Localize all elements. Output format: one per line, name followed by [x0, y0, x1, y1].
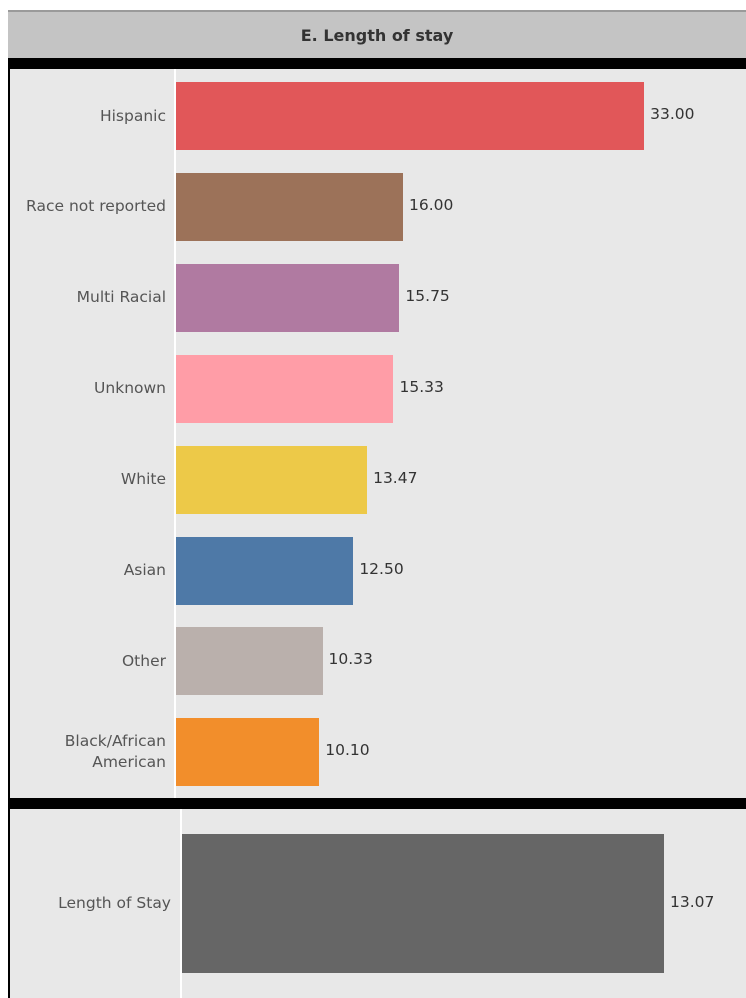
bar	[176, 627, 323, 696]
category-label: Black/African American	[64, 732, 166, 772]
bar	[176, 82, 645, 150]
value-label: 16.00	[408, 195, 454, 214]
category-label: Multi Racial	[76, 288, 166, 307]
bar	[176, 172, 403, 241]
value-label: 10.10	[325, 741, 370, 760]
category-label: Hispanic	[99, 106, 166, 125]
clipped-title-fragment	[0, 0, 746, 10]
bar	[176, 354, 394, 423]
middle-separator	[8, 798, 746, 809]
bar	[176, 263, 400, 332]
y-axis-line-overall	[180, 809, 182, 998]
chart-header: E. Length of stay	[8, 10, 746, 58]
bar	[176, 445, 368, 514]
bar	[182, 834, 664, 973]
y-axis-line	[174, 69, 176, 798]
value-label: 15.33	[399, 377, 444, 396]
category-label: White	[120, 470, 166, 489]
chart-title: E. Length of stay	[300, 25, 454, 45]
category-label: Race not reported	[26, 197, 166, 216]
value-label: 10.33	[328, 650, 373, 669]
value-label: 13.07	[670, 892, 715, 911]
category-label: Asian	[123, 561, 166, 579]
category-label: Unknown	[94, 379, 166, 398]
top-separator	[8, 58, 746, 69]
overall-bar-panel: Length of Stay 13.07	[8, 809, 746, 998]
category-label: Length of Stay	[58, 894, 171, 912]
bar	[176, 536, 354, 605]
category-label: Other	[121, 651, 166, 670]
value-label: 13.47	[373, 468, 418, 487]
value-label: 12.50	[359, 559, 404, 578]
bar	[176, 718, 320, 787]
value-label: 15.75	[405, 286, 450, 305]
value-label: 33.00	[650, 105, 695, 123]
race-bar-panel: Hispanic 33.00 Race not reported 16.00 Multi…	[8, 69, 746, 798]
left-border	[8, 58, 10, 998]
